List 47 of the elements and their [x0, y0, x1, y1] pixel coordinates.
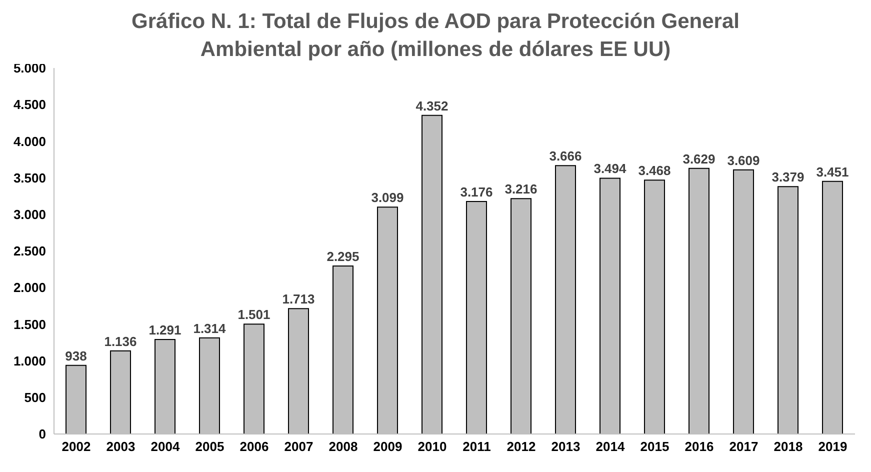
x-tick-label: 2003	[106, 439, 136, 454]
y-tick-label: 500	[24, 390, 46, 406]
y-tick-label: 3.500	[13, 170, 46, 186]
y-tick-label: 4.500	[13, 97, 46, 112]
data-label: 3.629	[682, 151, 716, 166]
data-label: 3.468	[638, 163, 671, 178]
x-tick-label: 2019	[818, 439, 848, 454]
x-tick-label: 2013	[551, 439, 580, 454]
x-tick-label: 2015	[640, 439, 670, 454]
data-label: 3.451	[816, 164, 849, 180]
y-tick-label: 1.500	[13, 316, 46, 332]
data-label: 3.494	[594, 161, 628, 176]
x-tick-label: 2005	[195, 439, 224, 454]
data-label: 1.314	[193, 320, 227, 336]
x-tick-label: 2011	[462, 439, 491, 454]
x-tick-label: 2008	[328, 439, 358, 454]
x-tick-label: 2018	[774, 439, 803, 454]
x-tick-label: 2004	[150, 439, 180, 454]
data-label: 2.295	[326, 249, 360, 264]
x-tick-label: 2002	[62, 439, 91, 454]
x-tick-label: 2009	[373, 439, 402, 454]
x-tick-label: 2017	[729, 439, 758, 454]
y-tick-label: 2.500	[13, 244, 46, 259]
data-label: 3.176	[460, 184, 493, 200]
data-label: 1.501	[238, 307, 270, 322]
chart-title: Gráfico N. 1: Total de Flujos de AOD para Protección General Ambiental por año (millones de dólares EE UU)	[130, 9, 740, 63]
y-tick-label: 4.000	[13, 134, 46, 149]
x-tick-label: 2014	[596, 439, 626, 454]
data-label: 3.666	[549, 148, 582, 164]
y-tick-label: 0	[38, 426, 46, 442]
y-tick-label: 3.000	[13, 207, 46, 222]
data-label: 3.609	[727, 152, 760, 168]
data-label: 4.352	[416, 98, 448, 114]
data-label: 1.713	[282, 292, 315, 307]
y-tick-label: 2.000	[13, 280, 46, 296]
x-tick-label: 2016	[684, 439, 714, 454]
data-label: 3.379	[772, 170, 804, 185]
x-tick-label: 2012	[506, 439, 536, 454]
data-label: 938	[65, 348, 87, 364]
x-tick-label: 2010	[418, 439, 447, 454]
data-label: 1.291	[148, 322, 182, 338]
data-label: 3.216	[504, 182, 538, 197]
y-tick-label: 1.000	[13, 353, 46, 368]
data-label: 3.099	[371, 190, 404, 206]
x-tick-label: 2006	[240, 439, 269, 454]
data-label: 1.136	[104, 334, 137, 349]
x-tick-label: 2007	[284, 439, 314, 454]
